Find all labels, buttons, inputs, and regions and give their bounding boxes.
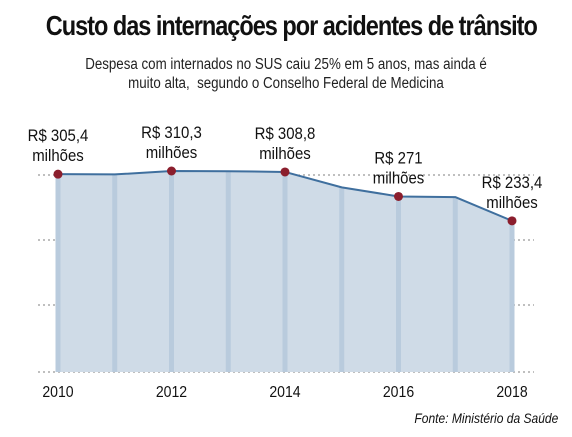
data-label-unit-2010: milhões xyxy=(32,147,84,165)
data-label-unit-2014: milhões xyxy=(259,145,311,163)
data-labels: R$ 305,4 milhões R$ 310,3 milhões R$ 308,8 mi… xyxy=(28,124,543,212)
data-label-2012: R$ 310,3 milhões xyxy=(141,124,202,162)
data-point-2018 xyxy=(507,216,517,226)
data-markers xyxy=(53,166,517,226)
year-bar-2016 xyxy=(396,196,401,372)
data-label-2018: R$ 233,4 milhões xyxy=(482,174,543,212)
x-tick-label-2016: 2016 xyxy=(383,383,414,401)
x-axis-ticks: 2010 2012 2014 2016 2018 xyxy=(42,383,527,401)
subtitle-line-1: Despesa com internados no SUS caiu 25% e… xyxy=(85,56,487,73)
data-point-2010 xyxy=(53,169,63,179)
chart-title: Custo das internações por acidentes de t… xyxy=(45,10,538,41)
data-label-value-2012: R$ 310,3 xyxy=(141,124,202,142)
data-point-2014 xyxy=(280,167,290,177)
year-bar-2015 xyxy=(339,187,345,372)
year-bars xyxy=(55,171,515,372)
x-tick-label-2010: 2010 xyxy=(42,383,73,401)
year-bar-2018 xyxy=(509,220,515,372)
year-bar-2013 xyxy=(225,171,231,372)
year-bar-2012 xyxy=(169,171,174,372)
year-bar-2011 xyxy=(112,174,118,372)
x-tick-label-2018: 2018 xyxy=(496,383,527,401)
x-tick-label-2014: 2014 xyxy=(269,383,300,401)
year-bar-2017 xyxy=(452,197,458,372)
chart-subtitle: Despesa com internados no SUS caiu 25% e… xyxy=(40,55,532,93)
subtitle-line-2: muito alta, segundo o Conselho Federal d… xyxy=(128,75,444,92)
data-label-value-2010: R$ 305,4 xyxy=(28,127,89,145)
data-label-2014: R$ 308,8 milhões xyxy=(255,125,316,163)
data-label-unit-2012: milhões xyxy=(146,144,198,162)
year-bar-2014 xyxy=(282,171,288,372)
data-label-2010: R$ 305,4 milhões xyxy=(28,127,89,165)
year-bar-2010 xyxy=(55,174,61,372)
data-label-value-2016: R$ 271 xyxy=(374,150,422,168)
data-label-value-2018: R$ 233,4 xyxy=(482,174,543,192)
data-label-value-2014: R$ 308,8 xyxy=(255,125,316,143)
source-note: Fonte: Ministério da Saúde xyxy=(414,410,558,426)
data-label-unit-2018: milhões xyxy=(486,194,538,212)
x-tick-label-2012: 2012 xyxy=(156,383,187,401)
data-point-2016 xyxy=(394,191,403,201)
data-point-2012 xyxy=(167,166,176,176)
data-label-unit-2016: milhões xyxy=(373,170,425,188)
data-label-2016: R$ 271 milhões xyxy=(373,150,425,188)
